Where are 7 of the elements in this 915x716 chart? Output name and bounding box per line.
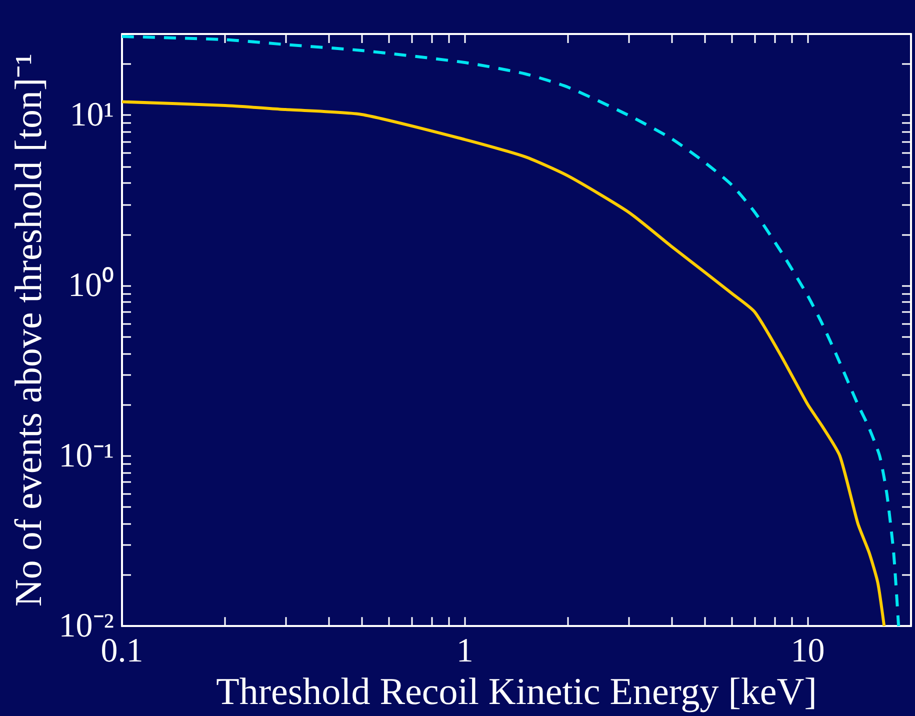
x-axis-title: Threshold Recoil Kinetic Energy [keV]	[216, 671, 817, 713]
y-tick-label: 10¹	[70, 96, 114, 134]
x-tick-label: 10	[790, 632, 825, 670]
y-tick-label: 10⁻¹	[58, 437, 114, 474]
x-tick-label: 1	[456, 632, 474, 670]
y-tick-label: 10⁰	[68, 267, 114, 304]
y-axis-title: No of events above threshold [ton]⁻¹	[8, 54, 50, 607]
